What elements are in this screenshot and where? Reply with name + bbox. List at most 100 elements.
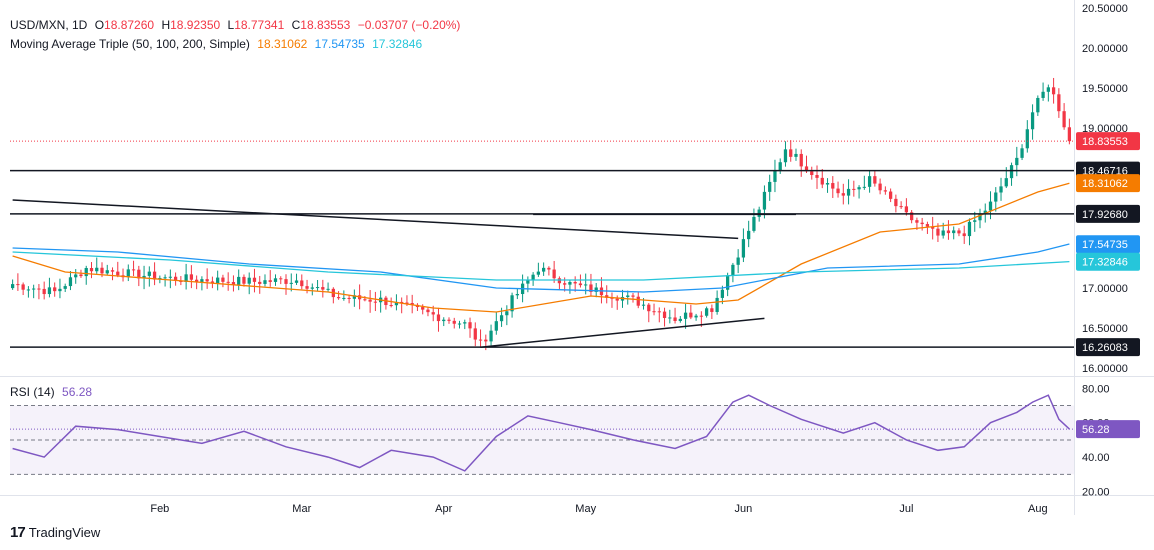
candle-body bbox=[689, 312, 693, 318]
candle-body bbox=[931, 226, 935, 229]
candle-body bbox=[631, 295, 635, 297]
last-price-tag: 18.83553 bbox=[1082, 136, 1128, 148]
candle-body bbox=[1062, 111, 1066, 128]
price-pane[interactable] bbox=[10, 77, 1074, 351]
candle-body bbox=[184, 274, 188, 282]
candle-body bbox=[1067, 127, 1072, 142]
candle-body bbox=[310, 287, 314, 289]
rsi-title: RSI (14) bbox=[10, 385, 55, 399]
candle-body bbox=[326, 288, 330, 290]
close-label: C bbox=[291, 18, 301, 32]
price-tick-label: 16.00000 bbox=[1082, 363, 1128, 375]
candle-body bbox=[499, 315, 504, 322]
candle-body bbox=[536, 271, 541, 275]
candle-body bbox=[967, 221, 972, 237]
tradingview-brand[interactable]: 17 TradingView bbox=[10, 524, 100, 541]
candle-body bbox=[279, 278, 283, 280]
candle-body bbox=[21, 284, 25, 290]
candle-body bbox=[53, 287, 57, 292]
ma-line-ma50 bbox=[12, 182, 1070, 313]
brand-name: TradingView bbox=[28, 525, 101, 540]
candle-body bbox=[394, 301, 399, 306]
candle-body bbox=[762, 191, 767, 210]
candle-body bbox=[494, 321, 498, 331]
candle-body bbox=[195, 279, 199, 282]
candle-body bbox=[484, 339, 488, 342]
candle-body bbox=[568, 282, 572, 285]
candle-body bbox=[226, 281, 230, 283]
candle-body bbox=[910, 212, 914, 221]
candle-body bbox=[726, 275, 730, 290]
candle-body bbox=[831, 183, 835, 189]
low-label: L bbox=[227, 18, 235, 32]
candle-body bbox=[552, 269, 556, 279]
candle-body bbox=[715, 297, 719, 312]
candle-body bbox=[58, 288, 62, 292]
candle-body bbox=[95, 267, 99, 272]
candle-body bbox=[510, 295, 514, 312]
candle-body bbox=[400, 301, 404, 303]
candle-body bbox=[1057, 94, 1061, 112]
candle-body bbox=[778, 162, 782, 171]
candle-body bbox=[110, 270, 115, 272]
candle-body bbox=[936, 228, 940, 236]
candle-body bbox=[457, 323, 462, 325]
candle-body bbox=[794, 153, 798, 157]
candle-body bbox=[988, 201, 993, 211]
candle-body bbox=[752, 216, 756, 231]
ma100-value: 17.54735 bbox=[314, 37, 365, 51]
candle-body bbox=[363, 299, 367, 301]
candle-body bbox=[452, 320, 456, 324]
ma-line-ma100 bbox=[12, 243, 1070, 293]
candle-body bbox=[63, 286, 67, 289]
candle-body bbox=[836, 188, 840, 194]
candle-body bbox=[820, 177, 824, 185]
candle-body bbox=[973, 220, 977, 222]
candle-body bbox=[683, 312, 688, 319]
rsi-pane[interactable] bbox=[10, 394, 1074, 475]
candle-body bbox=[405, 302, 409, 304]
candle-body bbox=[42, 288, 46, 295]
symbol-title: USD/MXN, 1D bbox=[10, 18, 88, 32]
price-tick-label: 20.00000 bbox=[1082, 43, 1128, 55]
candle-body bbox=[846, 188, 851, 196]
candle-body bbox=[463, 322, 467, 324]
candle-body bbox=[557, 278, 562, 284]
candle-body bbox=[426, 309, 430, 313]
candle-body bbox=[147, 271, 151, 276]
candle-body bbox=[342, 297, 346, 299]
ma-tag: 18.31062 bbox=[1082, 178, 1128, 190]
candle-body bbox=[478, 339, 483, 341]
rsi-value-tag-bg bbox=[1076, 420, 1140, 439]
ma-legend: Moving Average Triple (50, 100, 200, Sim… bbox=[10, 37, 426, 51]
price-tick-label: 16.50000 bbox=[1082, 323, 1128, 335]
candle-body bbox=[578, 283, 583, 286]
candle-body bbox=[268, 280, 272, 282]
candle-body bbox=[1036, 97, 1040, 113]
level-tag-bg bbox=[1076, 204, 1140, 223]
candle-body bbox=[16, 284, 20, 286]
candle-body bbox=[899, 206, 903, 208]
tradingview-logo-icon: 17 bbox=[10, 524, 26, 541]
candle-body bbox=[641, 304, 646, 306]
ascending-trendline bbox=[480, 317, 765, 348]
candle-body bbox=[515, 294, 519, 296]
candle-body bbox=[116, 271, 120, 276]
candle-body bbox=[841, 193, 845, 196]
candle-body bbox=[531, 274, 535, 280]
time-tick-label: Aug bbox=[1028, 503, 1048, 515]
ma50-value: 18.31062 bbox=[257, 37, 308, 51]
candle-body bbox=[168, 276, 172, 278]
candle-body bbox=[783, 149, 788, 163]
level-tag: 16.26083 bbox=[1082, 342, 1128, 354]
level-tag: 17.92680 bbox=[1082, 209, 1128, 221]
candle-body bbox=[673, 317, 677, 321]
symbol-legend: USD/MXN, 1D O18.87260 H18.92350 L18.7734… bbox=[10, 18, 464, 32]
candle-body bbox=[605, 295, 609, 298]
candle-body bbox=[442, 319, 446, 322]
time-tick-label: Jul bbox=[899, 503, 913, 515]
candle-body bbox=[610, 297, 614, 299]
candle-body bbox=[100, 267, 104, 274]
candle-body bbox=[541, 267, 546, 272]
